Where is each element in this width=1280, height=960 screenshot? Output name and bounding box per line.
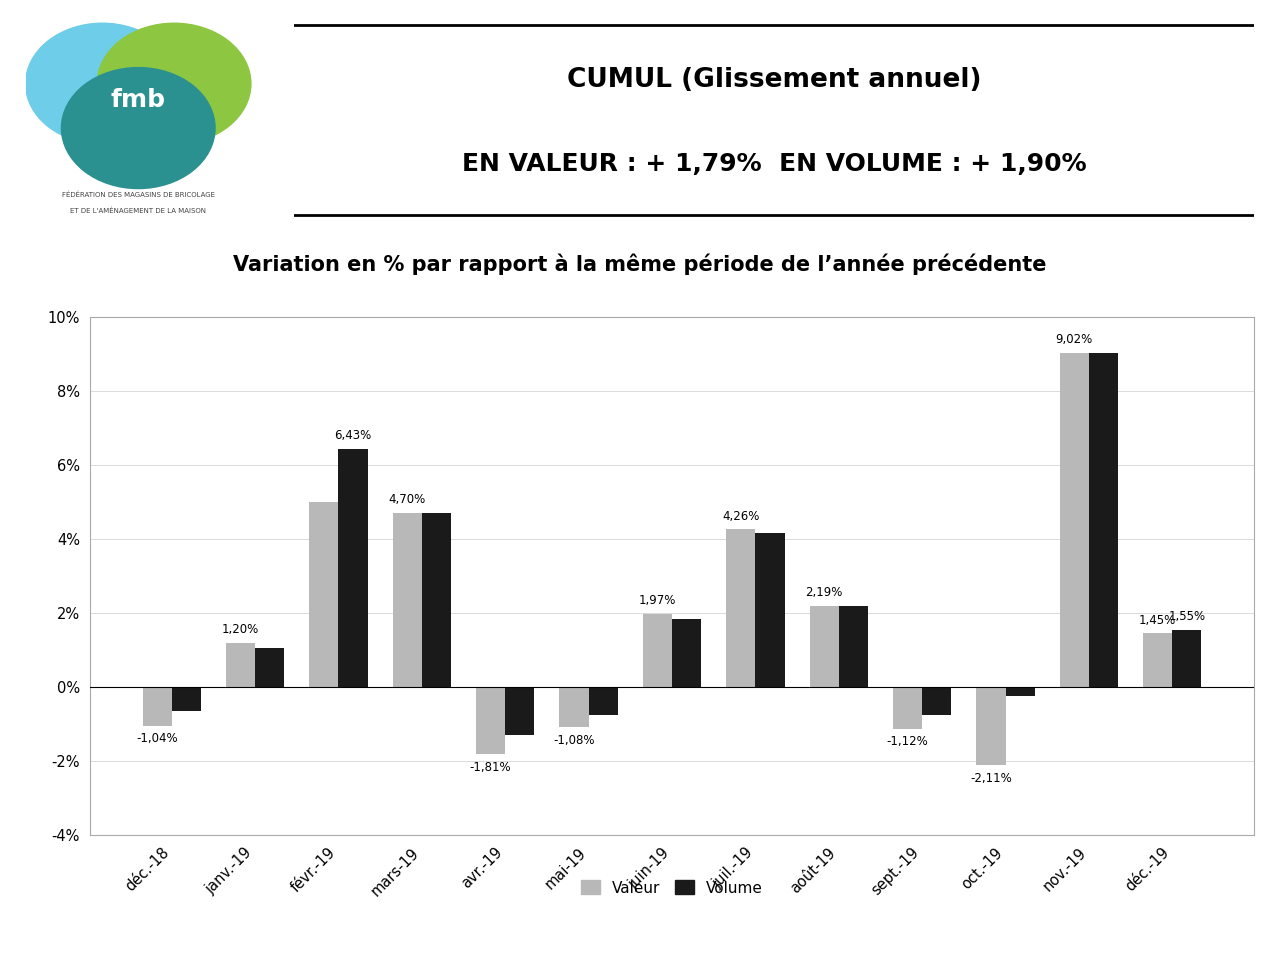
Text: -1,08%: -1,08% bbox=[553, 733, 595, 747]
Bar bbox=[310, 502, 338, 687]
Text: 4,70%: 4,70% bbox=[389, 493, 426, 506]
Bar bbox=[393, 513, 422, 687]
Bar bbox=[893, 687, 922, 729]
Bar bbox=[338, 449, 367, 687]
Bar bbox=[809, 606, 838, 687]
Text: -2,11%: -2,11% bbox=[970, 772, 1011, 785]
Bar bbox=[227, 642, 255, 687]
Text: 1,55%: 1,55% bbox=[1169, 610, 1206, 623]
Bar bbox=[559, 687, 589, 727]
Bar bbox=[255, 648, 284, 687]
Text: 1,97%: 1,97% bbox=[639, 594, 676, 608]
Bar bbox=[172, 687, 201, 711]
Bar bbox=[1089, 353, 1117, 687]
Bar bbox=[672, 618, 701, 687]
Text: -1,04%: -1,04% bbox=[137, 732, 178, 745]
Text: 4,26%: 4,26% bbox=[722, 510, 759, 522]
Bar bbox=[1143, 634, 1172, 687]
Text: 9,02%: 9,02% bbox=[1056, 333, 1093, 347]
Circle shape bbox=[97, 23, 251, 144]
Bar bbox=[476, 687, 506, 755]
Bar bbox=[643, 614, 672, 687]
Text: 1,45%: 1,45% bbox=[1139, 613, 1176, 627]
Bar bbox=[726, 529, 755, 687]
Bar bbox=[506, 687, 535, 735]
Text: ET DE L'AMÉNAGEMENT DE LA MAISON: ET DE L'AMÉNAGEMENT DE LA MAISON bbox=[70, 207, 206, 214]
Circle shape bbox=[26, 23, 179, 144]
Text: -1,81%: -1,81% bbox=[470, 760, 512, 774]
Text: 1,20%: 1,20% bbox=[221, 623, 259, 636]
Text: 2,19%: 2,19% bbox=[805, 587, 842, 599]
Bar bbox=[422, 513, 451, 687]
Text: -1,12%: -1,12% bbox=[887, 735, 928, 748]
Bar bbox=[922, 687, 951, 715]
Bar bbox=[1060, 353, 1089, 687]
Bar bbox=[755, 534, 785, 687]
Text: EN VALEUR : + 1,79%  EN VOLUME : + 1,90%: EN VALEUR : + 1,79% EN VOLUME : + 1,90% bbox=[462, 153, 1087, 177]
Legend: Valeur, Volume: Valeur, Volume bbox=[581, 880, 763, 896]
Bar bbox=[1006, 687, 1034, 696]
Text: Variation en % par rapport à la même période de l’année précédente: Variation en % par rapport à la même pér… bbox=[233, 253, 1047, 275]
Bar bbox=[838, 606, 868, 687]
Bar bbox=[142, 687, 172, 726]
Circle shape bbox=[61, 67, 215, 188]
Bar bbox=[977, 687, 1006, 765]
Text: FÉDÉRATION DES MAGASINS DE BRICOLAGE: FÉDÉRATION DES MAGASINS DE BRICOLAGE bbox=[61, 191, 215, 198]
Bar bbox=[1172, 630, 1202, 687]
Text: CUMUL (Glissement annuel): CUMUL (Glissement annuel) bbox=[567, 66, 982, 93]
Text: 6,43%: 6,43% bbox=[334, 429, 371, 443]
Bar bbox=[589, 687, 618, 715]
Text: fmb: fmb bbox=[111, 88, 165, 112]
